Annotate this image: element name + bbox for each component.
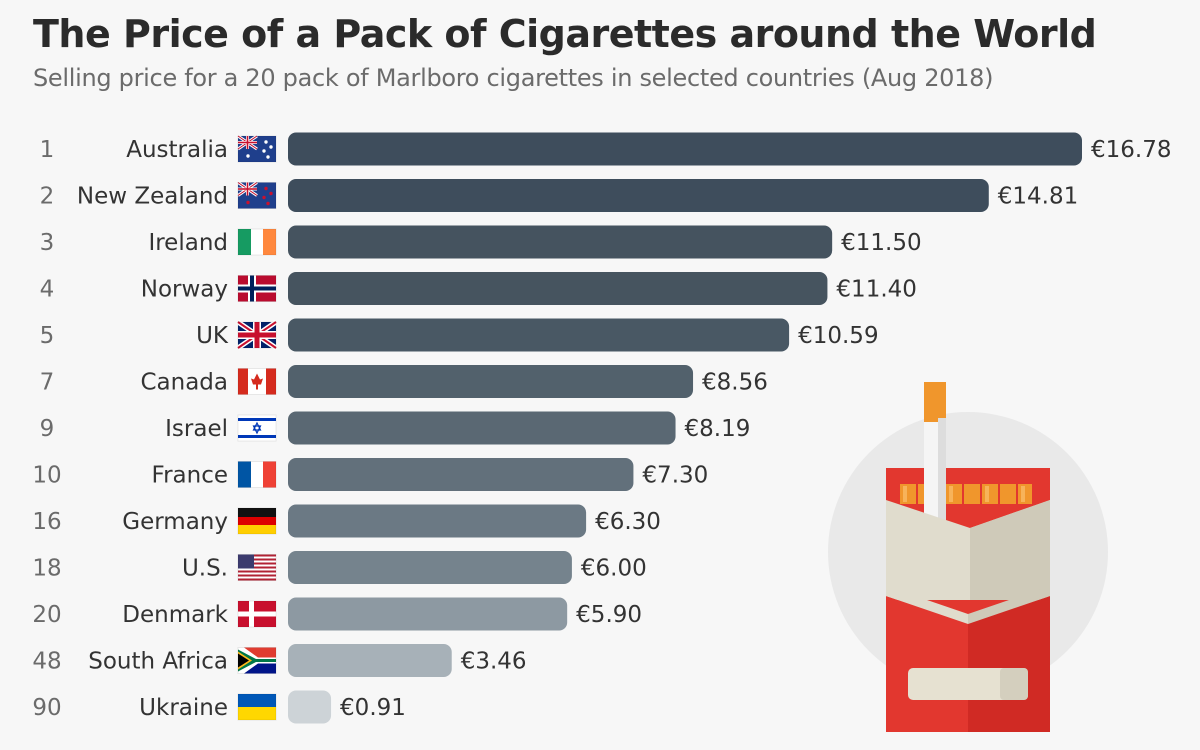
norway-flag-icon xyxy=(237,275,277,302)
rank-label: 3 xyxy=(40,230,55,256)
cigarette-pack-icon xyxy=(828,382,1108,732)
bar xyxy=(288,597,568,631)
bar-row: 90 Ukraine €0.91 xyxy=(32,690,406,724)
rank-label: 18 xyxy=(32,556,61,582)
canada-flag-icon xyxy=(237,368,277,395)
country-label: France xyxy=(152,463,228,489)
ukraine-flag-icon xyxy=(237,693,277,721)
value-label: €8.56 xyxy=(702,370,768,396)
rank-label: 10 xyxy=(32,463,61,489)
bar-row: 16 Germany €6.30 xyxy=(32,504,661,538)
israel-flag-icon xyxy=(237,414,277,442)
uk-flag-icon xyxy=(236,319,278,351)
rank-label: 4 xyxy=(40,277,55,303)
chart-title: The Price of a Pack of Cigarettes around… xyxy=(33,12,1097,56)
bar xyxy=(288,179,989,212)
country-label: Norway xyxy=(141,277,228,303)
bar xyxy=(288,365,694,398)
bar xyxy=(288,690,332,724)
value-label: €7.30 xyxy=(642,463,708,489)
rank-label: 2 xyxy=(40,184,55,210)
new-zealand-flag-icon xyxy=(237,181,277,209)
value-label: €8.19 xyxy=(685,416,751,442)
bar xyxy=(288,458,634,491)
country-label: Ireland xyxy=(148,230,228,256)
bar xyxy=(288,272,828,305)
denmark-flag-icon xyxy=(237,600,277,628)
value-label: €6.00 xyxy=(581,556,647,582)
chart-subtitle: Selling price for a 20 pack of Marlboro … xyxy=(33,64,994,92)
bar xyxy=(288,132,1082,166)
rank-label: 20 xyxy=(32,602,61,628)
value-label: €10.59 xyxy=(798,323,878,349)
ireland-flag-icon xyxy=(237,228,277,256)
bar-row: 2 New Zealand €14.81 xyxy=(40,179,1078,212)
bar-row: 3 Ireland €11.50 xyxy=(40,225,922,259)
rank-label: 90 xyxy=(32,695,61,721)
bar-row: 7 Canada €8.56 xyxy=(40,365,768,398)
bar xyxy=(288,411,676,445)
bar xyxy=(288,644,452,677)
value-label: €11.40 xyxy=(836,277,916,303)
country-label: New Zealand xyxy=(77,184,228,210)
bar-row: 20 Denmark €5.90 xyxy=(32,597,642,631)
rank-label: 16 xyxy=(32,509,61,535)
country-label: Germany xyxy=(122,509,228,535)
country-label: Ukraine xyxy=(139,695,228,721)
bar-row: 48 South Africa €3.46 xyxy=(32,644,527,677)
country-label: South Africa xyxy=(88,649,228,675)
value-label: €11.50 xyxy=(841,230,921,256)
rank-label: 1 xyxy=(40,137,55,163)
country-label: U.S. xyxy=(182,556,228,582)
bar-row: 4 Norway €11.40 xyxy=(40,272,917,305)
country-label: UK xyxy=(196,323,229,349)
bar xyxy=(288,504,587,538)
france-flag-icon xyxy=(237,461,277,488)
rank-label: 5 xyxy=(40,323,55,349)
rank-label: 9 xyxy=(40,416,55,442)
country-label: Canada xyxy=(140,370,228,396)
bar xyxy=(288,225,833,259)
value-label: €6.30 xyxy=(595,509,661,535)
value-label: €3.46 xyxy=(461,649,527,675)
australia-flag-icon xyxy=(237,134,277,163)
us-flag-icon xyxy=(237,554,277,581)
germany-flag-icon xyxy=(237,507,277,535)
country-label: Israel xyxy=(165,416,228,442)
bar xyxy=(288,551,572,584)
bar-row: 10 France €7.30 xyxy=(32,458,708,491)
country-label: Denmark xyxy=(122,602,228,628)
rank-label: 48 xyxy=(32,649,61,675)
country-label: Australia xyxy=(126,137,228,163)
value-label: €14.81 xyxy=(998,184,1078,210)
bar-row: 5 UK €10.59 xyxy=(40,318,879,352)
bar xyxy=(288,318,790,352)
bar-row: 1 Australia €16.78 xyxy=(40,132,1171,166)
value-label: €16.78 xyxy=(1091,137,1171,163)
value-label: €0.91 xyxy=(340,695,406,721)
rank-label: 7 xyxy=(40,370,55,396)
value-label: €5.90 xyxy=(576,602,642,628)
bar-row: 9 Israel €8.19 xyxy=(40,411,751,445)
south-africa-flag-icon xyxy=(237,647,277,674)
bar-row: 18 U.S. €6.00 xyxy=(32,551,647,584)
